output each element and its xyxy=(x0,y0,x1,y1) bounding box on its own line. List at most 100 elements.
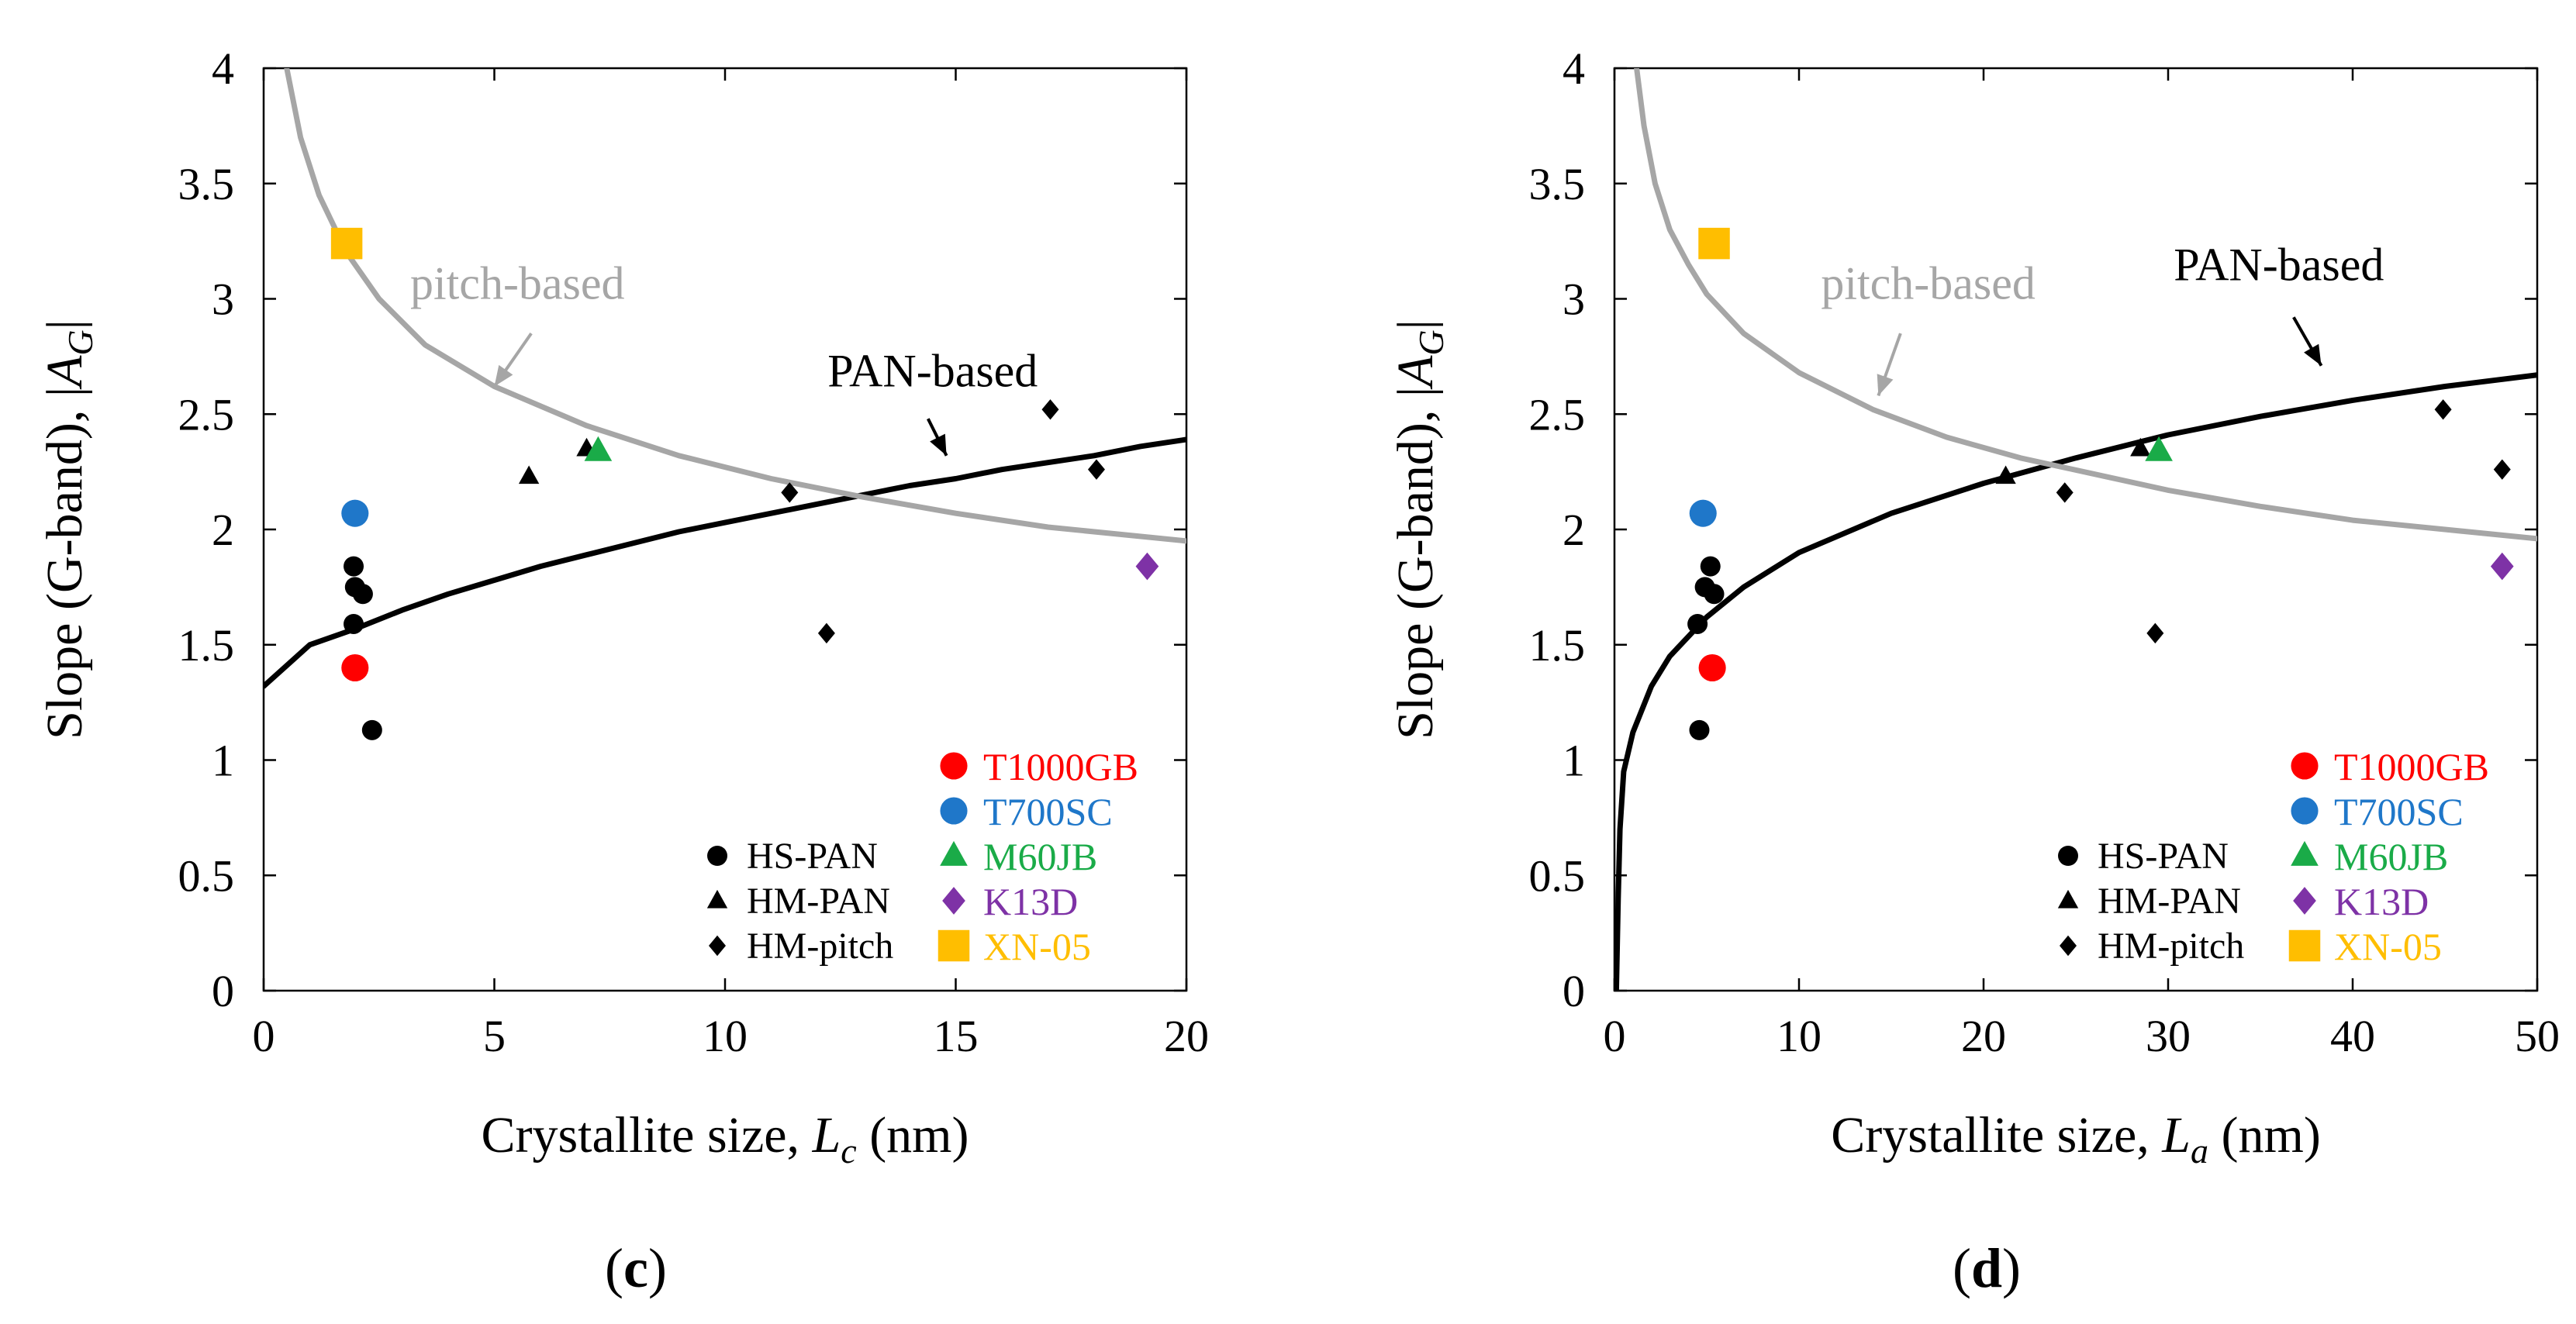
x-tick-label-c-20: 20 xyxy=(1164,1011,1209,1061)
y-axis-label-c: Slope (G-band), |AG| xyxy=(36,319,100,740)
legend-marker-hm-pitch-d xyxy=(2060,935,2077,957)
y-tick-label-d-3: 3 xyxy=(1563,274,1585,325)
x-tick-label-c-5: 5 xyxy=(483,1011,506,1061)
panel-d: 0 10 20 30 40 50 0 0.5 1 1.5 2 2.5 3 3.5 4 Crystallite … xyxy=(1387,43,2560,1299)
point-k13d-c-0 xyxy=(1135,552,1159,581)
panel-c: 0 5 10 15 20 0 0.5 1 1.5 2 2.5 3 3.5 4 Crystallite siz… xyxy=(36,43,1209,1299)
point-hm-pan-c-0 xyxy=(518,465,540,484)
legend-marker-t1000gb-c xyxy=(940,752,968,780)
point-xn-05-d-0 xyxy=(1698,227,1730,260)
point-hs-pan-c-3 xyxy=(344,613,364,634)
y-tick-label-c-3: 3 xyxy=(212,274,234,325)
point-hm-pitch-c-2 xyxy=(1087,459,1105,480)
point-t1000gb-d-0 xyxy=(1698,653,1726,682)
legend-label-t1000gb-c: T1000GB xyxy=(983,745,1138,788)
point-t700sc-d-0 xyxy=(1689,499,1717,527)
legend-marker-t700sc-d xyxy=(2291,797,2319,825)
curve-pitch-based-d xyxy=(1634,68,2537,542)
y-tick-label-c-1: 1 xyxy=(212,736,234,786)
point-hs-pan-d-4 xyxy=(1689,719,1710,740)
y-tick-label-c-0-5: 0.5 xyxy=(178,850,235,901)
legend-label-k13d-d: K13D xyxy=(2334,880,2429,923)
legend-marker-k13d-c xyxy=(942,887,965,915)
point-m60jb-c-0 xyxy=(584,436,613,461)
legend-label-k13d-c: K13D xyxy=(983,880,1078,923)
legend-label-hs-pan-d: HS-PAN xyxy=(2098,836,2229,877)
y-tick-label-d-2: 2 xyxy=(1563,505,1585,555)
point-hs-pan-d-0 xyxy=(1700,556,1721,577)
annotation-pitch-based-c: pitch-based xyxy=(410,258,625,309)
x-tick-label-d-30: 30 xyxy=(2146,1011,2191,1061)
y-tick-label-d-0: 0 xyxy=(1563,966,1585,1016)
legend-marker-hm-pan-c xyxy=(706,889,728,909)
legend-marker-t1000gb-d xyxy=(2291,752,2319,780)
legend-marker-hs-pan-c xyxy=(707,846,727,866)
x-tick-label-d-0: 0 xyxy=(1604,1011,1626,1061)
legend-marker-hm-pan-d xyxy=(2057,889,2079,909)
legend-marker-xn-05-d xyxy=(2288,929,2321,962)
point-hm-pitch-c-1 xyxy=(781,482,799,503)
legend-label-hm-pan-d: HM-PAN xyxy=(2098,881,2241,922)
y-tick-label-d-2-5: 2.5 xyxy=(1529,389,1586,440)
legend-marker-m60jb-d xyxy=(2291,840,2319,866)
x-tick-label-c-15: 15 xyxy=(934,1011,979,1061)
x-axis-label-c: Crystallite size, Lc (nm) xyxy=(481,1107,969,1171)
x-tick-label-c-10: 10 xyxy=(703,1011,748,1061)
y-tick-label-c-4: 4 xyxy=(212,43,234,94)
point-hm-pitch-d-3 xyxy=(2146,622,2164,644)
point-hm-pan-d-0 xyxy=(1995,465,2016,484)
curve-pan-based-c xyxy=(264,436,1186,689)
y-tick-label-d-0-5: 0.5 xyxy=(1529,850,1586,901)
legend-label-hs-pan-c: HS-PAN xyxy=(747,836,878,877)
point-hm-pitch-d-2 xyxy=(2493,459,2511,480)
legend-label-m60jb-c: M60JB xyxy=(983,835,1097,878)
x-tick-label-d-10: 10 xyxy=(1777,1011,1822,1061)
curve-pan-based-d xyxy=(1614,372,2537,991)
annotation-pan-based-c: PAN-based xyxy=(827,346,1038,397)
legend-marker-hs-pan-d xyxy=(2058,846,2078,866)
legend-marker-xn-05-c xyxy=(938,929,970,962)
point-hm-pitch-d-1 xyxy=(2056,482,2074,503)
legend-marker-m60jb-c xyxy=(940,840,968,866)
legend-marker-hm-pitch-c xyxy=(709,935,726,957)
point-hs-pan-c-2 xyxy=(352,584,373,605)
x-tick-label-d-20: 20 xyxy=(1961,1011,2006,1061)
point-hs-pan-d-2 xyxy=(1704,584,1725,605)
point-t700sc-c-0 xyxy=(341,499,369,527)
point-hs-pan-d-3 xyxy=(1687,613,1708,634)
point-hs-pan-c-0 xyxy=(344,556,364,577)
y-tick-label-c-0: 0 xyxy=(212,966,234,1016)
x-axis-label-d: Crystallite size, La (nm) xyxy=(1831,1107,2321,1171)
annotation-arrowhead-pitch-based-c xyxy=(494,364,513,387)
y-tick-label-d-1-5: 1.5 xyxy=(1529,620,1586,671)
point-hm-pan-d-1 xyxy=(2130,437,2151,457)
legend-label-t1000gb-d: T1000GB xyxy=(2334,745,2489,788)
point-hm-pitch-d-0 xyxy=(2434,399,2452,420)
legend-marker-k13d-d xyxy=(2293,887,2316,915)
legend-label-t700sc-c: T700SC xyxy=(983,790,1113,833)
y-tick-label-c-2: 2 xyxy=(212,505,234,555)
point-t1000gb-c-0 xyxy=(341,653,369,682)
legend-label-m60jb-d: M60JB xyxy=(2334,835,2448,878)
y-axis-label-d: Slope (G-band), |AG| xyxy=(1387,319,1451,740)
legend-label-xn-05-c: XN-05 xyxy=(983,925,1091,968)
point-hm-pitch-c-3 xyxy=(817,622,835,644)
point-m60jb-d-0 xyxy=(2145,436,2173,461)
point-hm-pitch-c-0 xyxy=(1041,399,1059,420)
y-tick-label-c-2-5: 2.5 xyxy=(178,389,235,440)
y-tick-label-d-4: 4 xyxy=(1563,43,1585,94)
annotation-arrowhead-pan-based-c xyxy=(930,433,947,456)
legend-label-t700sc-d: T700SC xyxy=(2334,790,2464,833)
annotation-pan-based-d: PAN-based xyxy=(2174,240,2384,291)
annotation-arrowhead-pan-based-d xyxy=(2304,343,2322,366)
point-xn-05-c-0 xyxy=(330,227,363,260)
x-tick-label-d-40: 40 xyxy=(2330,1011,2375,1061)
legend-label-hm-pitch-c: HM-pitch xyxy=(747,926,893,967)
legend-label-hm-pan-c: HM-PAN xyxy=(747,881,890,922)
annotation-arrowhead-pitch-based-d xyxy=(1877,374,1894,396)
y-tick-label-d-1: 1 xyxy=(1563,736,1585,786)
y-tick-label-d-3-5: 3.5 xyxy=(1529,159,1586,209)
x-tick-label-c-0: 0 xyxy=(253,1011,275,1061)
legend-marker-t700sc-c xyxy=(940,797,968,825)
